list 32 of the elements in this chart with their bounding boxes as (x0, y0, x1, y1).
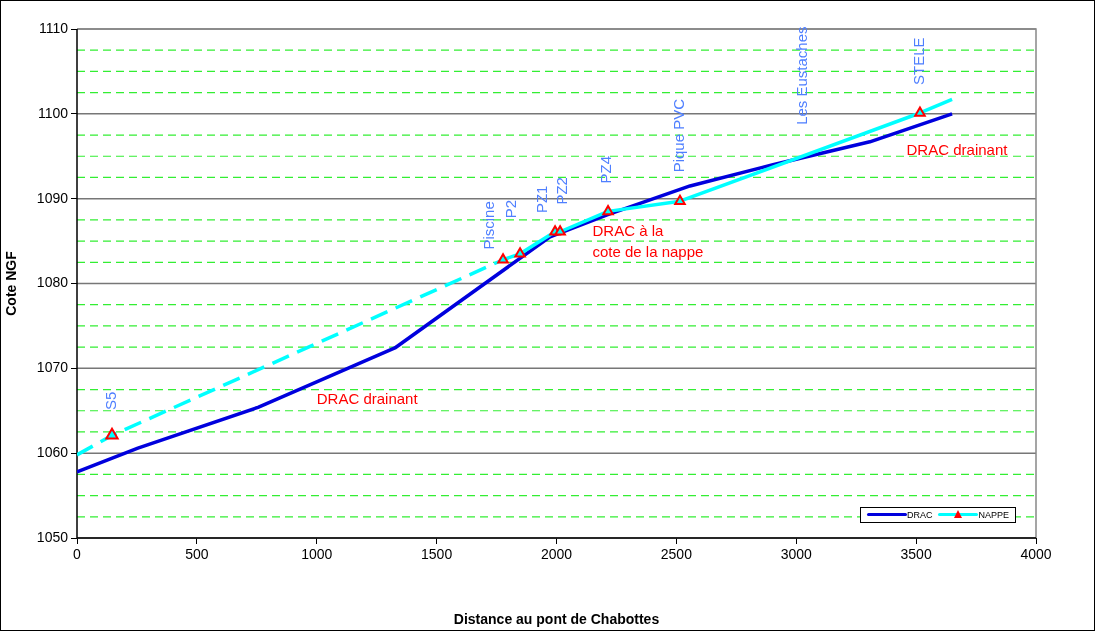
x-tick-label: 4000 (1020, 546, 1052, 563)
x-tick-label: 3500 (900, 546, 932, 563)
x-tick-label: 2000 (540, 546, 573, 563)
annotation: S5 (102, 391, 120, 410)
annotation: Les Eustaches (793, 26, 811, 125)
x-tick-label: 1500 (421, 546, 453, 563)
x-axis-title: Distance au pont de Chabottes (453, 611, 660, 628)
annotation: Piscine (479, 201, 497, 250)
y-tick-label: 1110 (38, 19, 69, 36)
annotation: DRAC drainant (316, 389, 419, 407)
annotation: Pique PVC (670, 98, 688, 173)
x-tick-label: 1000 (301, 546, 333, 563)
y-tick-label: 1060 (36, 444, 69, 461)
x-tick-label: 500 (185, 546, 209, 563)
x-tick-label: 3000 (780, 546, 813, 563)
annotation: DRAC à la cote de la nappe (592, 221, 704, 260)
y-tick-label: 1050 (36, 528, 69, 545)
y-tick-label: 1070 (36, 359, 69, 376)
legend-label: DRAC (906, 510, 933, 520)
y-tick-label: 1100 (37, 104, 69, 121)
annotation: DRAC drainant (906, 141, 1009, 159)
annotation: PZ1 (533, 185, 551, 214)
y-tick-label: 1080 (36, 274, 69, 291)
annotation: PZ2 (553, 177, 571, 205)
annotation: PZ4 (597, 155, 615, 184)
legend-label: NAPPE (978, 510, 1009, 520)
annotation: P2 (502, 199, 520, 219)
x-tick-label: 0 (73, 546, 82, 563)
x-tick-label: 2500 (660, 546, 693, 563)
annotation: STELE (910, 37, 928, 85)
y-tick-label: 1090 (36, 189, 69, 206)
y-axis-title: Cote NGF (3, 250, 20, 316)
